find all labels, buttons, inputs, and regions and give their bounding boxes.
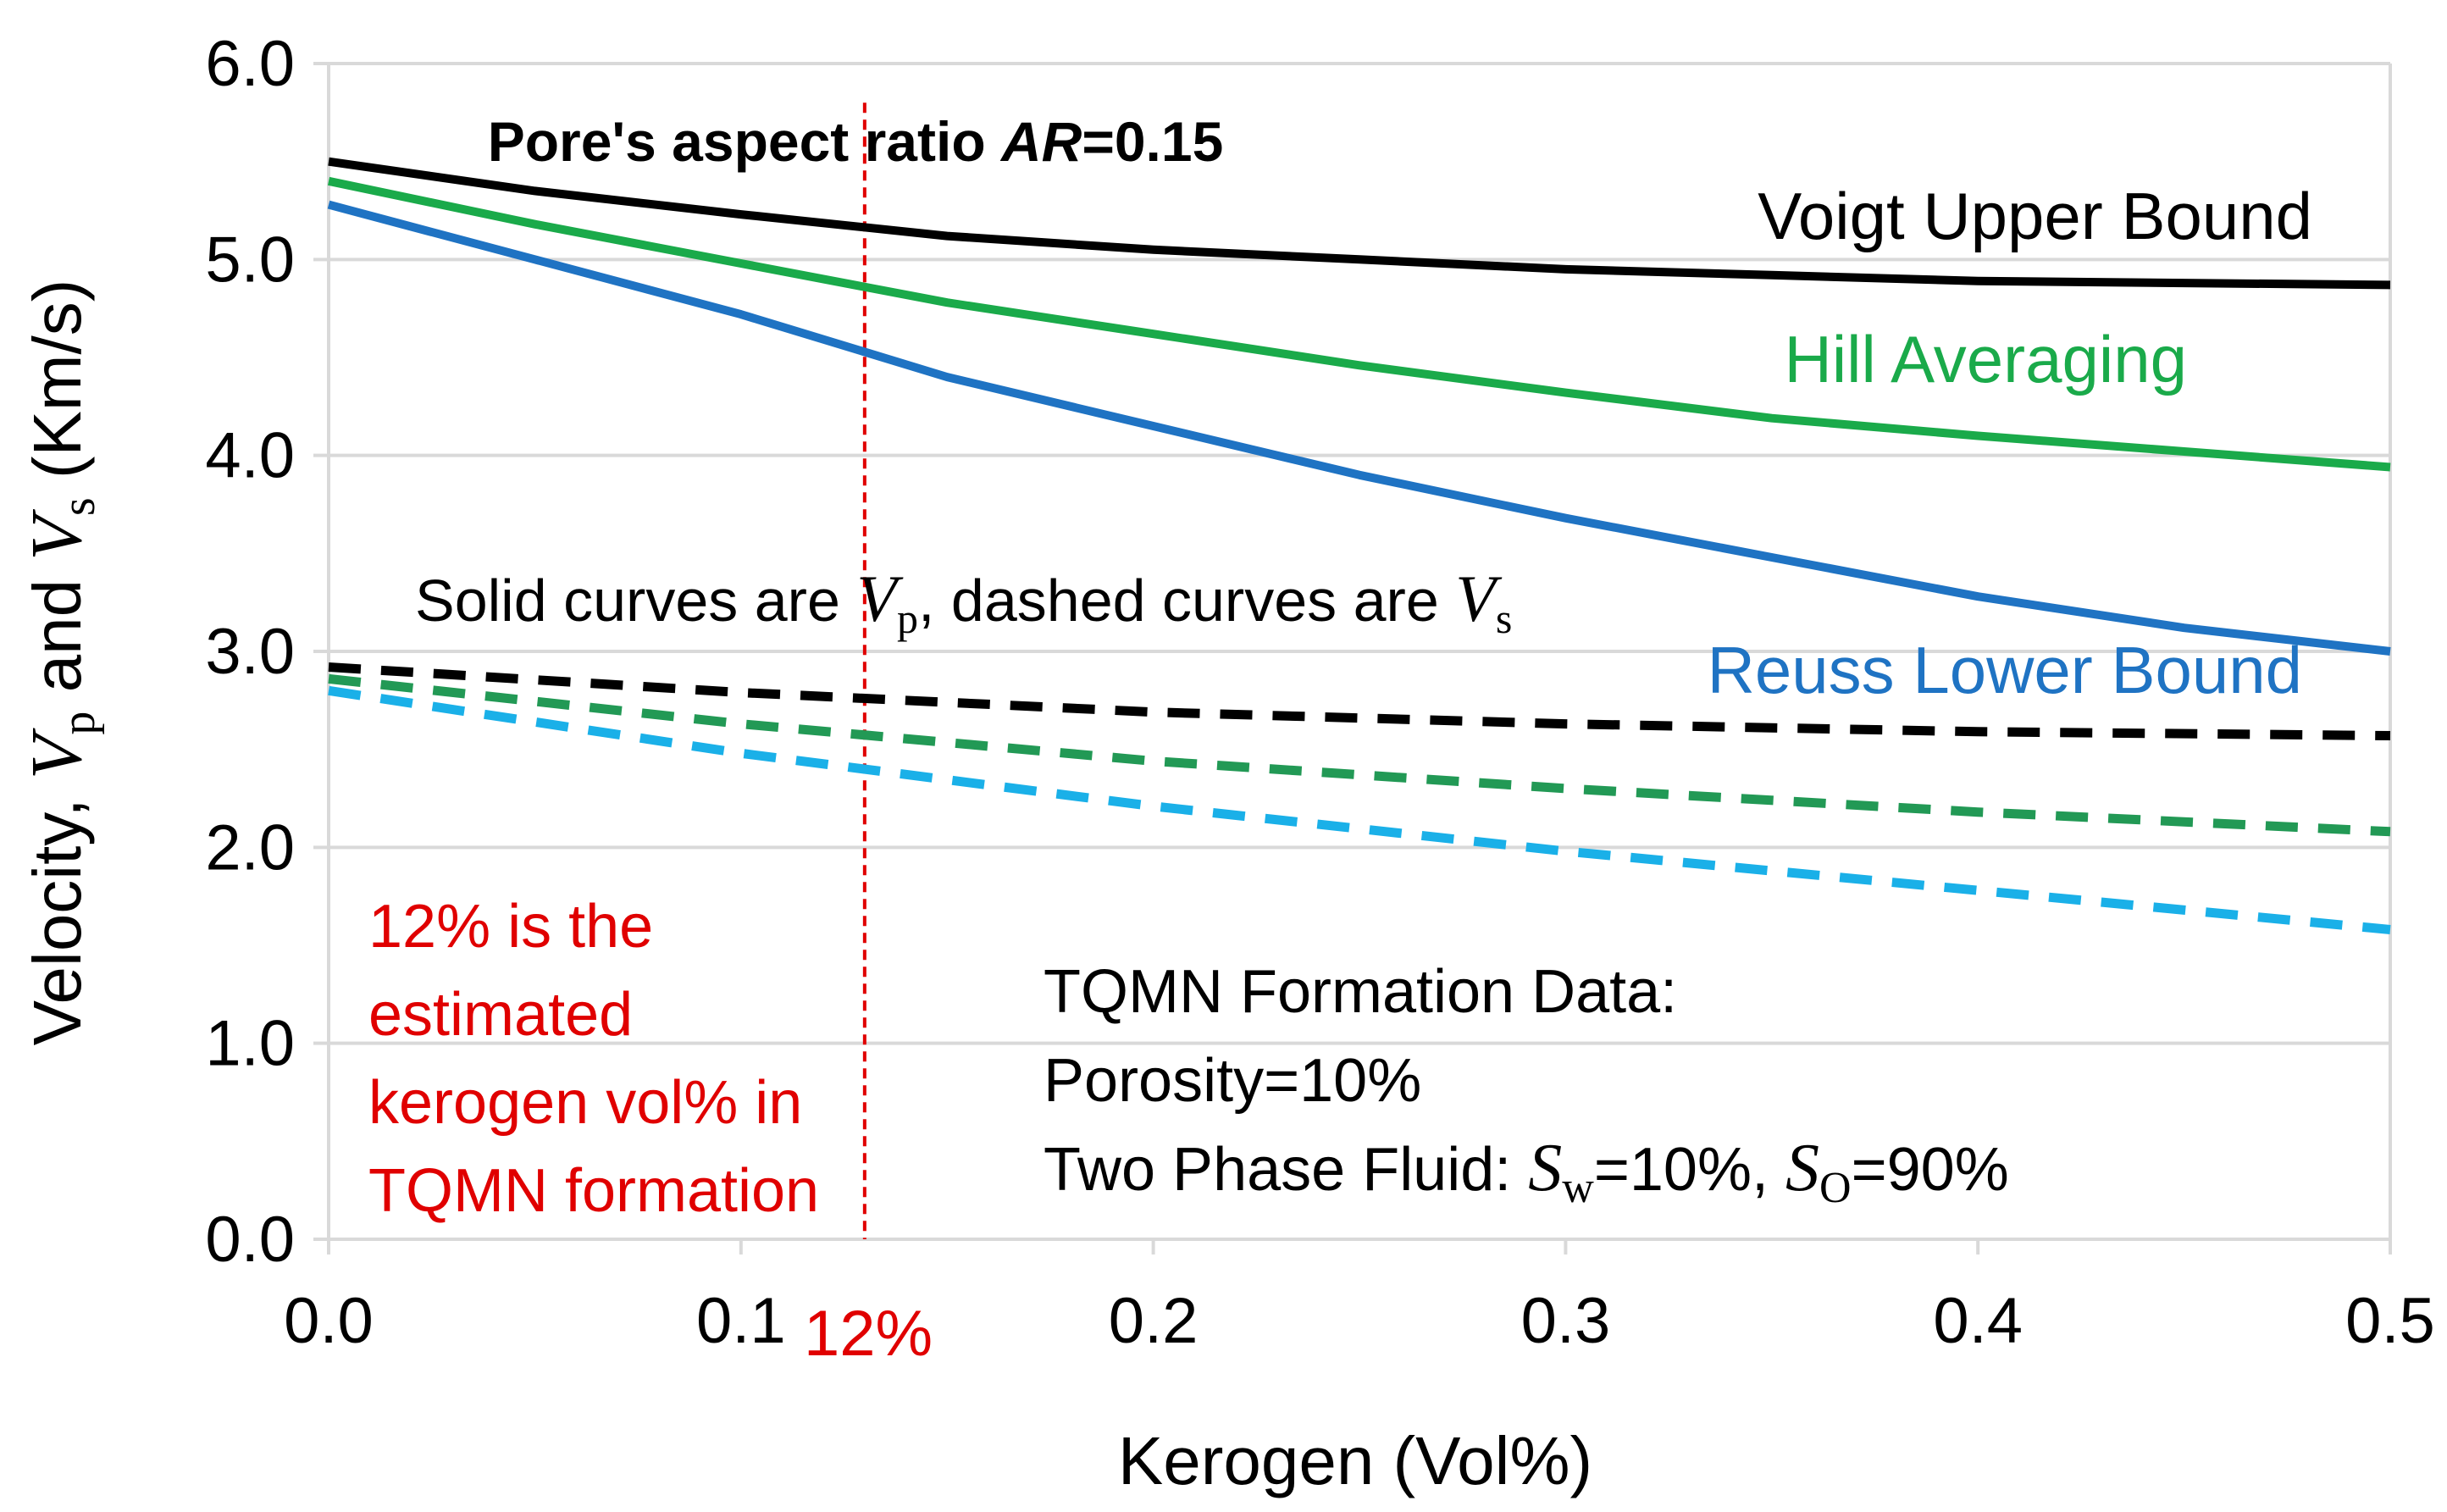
formation-porosity: Porosity=10%: [1044, 1047, 1421, 1115]
kerogen-note-line-1: 12% is the: [368, 893, 653, 961]
x-tick-label: 0.3: [1521, 1285, 1611, 1357]
tick-labels: 0.0 1.0 2.0 3.0 4.0 5.0 6.0 0.0 0.1 0.2 0.3 0.4 0.5: [205, 28, 2434, 1357]
kerogen-note-line-3: kerogen vol% in: [368, 1069, 802, 1137]
kerogen-12pct-label: 12%: [804, 1298, 933, 1370]
x-tick-label: 0.5: [2345, 1285, 2435, 1357]
kerogen-note-line-4: TQMN formation: [368, 1157, 819, 1225]
formation-title: TQMN Formation Data:: [1044, 958, 1677, 1026]
y-tick-label: 4.0: [205, 420, 295, 492]
y-tick-label: 5.0: [205, 224, 295, 296]
series-hill-averaging-vs: [328, 673, 2391, 837]
curves-note: Solid curves are Vp, dashed curves are V…: [415, 562, 1512, 642]
kerogen-note: 12% is the estimated kerogen vol% in TQM…: [368, 893, 819, 1225]
reuss-label: Reuss Lower Bound: [1708, 633, 2302, 707]
x-tick-label: 0.0: [284, 1285, 374, 1357]
series-voigt-upper-bound-vs: [328, 662, 2391, 740]
hill-label: Hill Averaging: [1784, 322, 2187, 396]
y-tick-label: 1.0: [205, 1008, 295, 1080]
chart-title-value: =0.15: [1082, 110, 1223, 173]
y-axis-label: Velocity, Vp and Vs (Km/s): [15, 280, 105, 1046]
series-reuss-lower-bound: [327, 200, 2391, 656]
series-hill-averaging: [327, 176, 2391, 472]
y-tick-label: 6.0: [205, 28, 295, 100]
x-tick-label: 0.4: [1933, 1285, 2023, 1357]
y-tick-label: 0.0: [205, 1204, 295, 1276]
x-tick-label: 0.1: [696, 1285, 786, 1357]
chart-title-text: Pore's aspect ratio: [488, 110, 986, 173]
formation-fluid: Two Phase Fluid: Sw=10%, SO=90%: [1044, 1131, 2009, 1212]
series-lines: [327, 157, 2391, 934]
series-voigt-upper-bound: [328, 157, 2391, 290]
voigt-label: Voigt Upper Bound: [1758, 179, 2312, 253]
chart-title-var: AR: [999, 110, 1082, 173]
y-tick-label: 3.0: [205, 616, 295, 688]
x-axis-label: Kerogen (Vol%): [1118, 1423, 1592, 1498]
x-tick-label: 0.2: [1109, 1285, 1199, 1357]
y-tick-label: 2.0: [205, 811, 295, 883]
kerogen-note-line-2: estimated: [368, 981, 633, 1049]
chart-title: Pore's aspect ratio AR=0.15: [488, 110, 1224, 173]
